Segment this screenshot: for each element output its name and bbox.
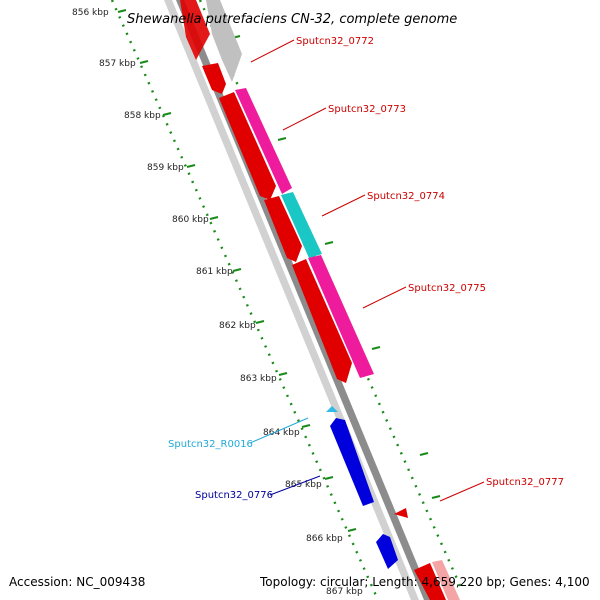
gene-sputcn32-0776-cds[interactable]	[330, 418, 374, 506]
tick-859	[186, 164, 196, 168]
tick-864	[301, 424, 311, 428]
tick-label: 858 kbp	[124, 111, 161, 121]
gene-label-sputcn32-0772[interactable]: Sputcn32_0772	[296, 36, 374, 47]
leader-0774	[321, 194, 366, 217]
gene-label-sputcn32-0775[interactable]: Sputcn32_0775	[408, 283, 486, 294]
tick-857	[139, 60, 149, 64]
tick-858	[162, 112, 172, 116]
tick-label: 856 kbp	[72, 8, 109, 18]
genome-backbone-shadow	[164, 0, 419, 600]
gene-label-sputcn32-0776[interactable]: Sputcn32_0776	[195, 490, 273, 501]
leader-0773	[282, 107, 327, 131]
tick-861	[232, 268, 242, 272]
gene-sputcn32-0772-cds[interactable]	[180, 0, 210, 60]
scale-ticks	[117, 9, 441, 532]
tick-label: 862 kbp	[219, 321, 256, 331]
gene-label-sputcn32-r0016[interactable]: Sputcn32_R0016	[168, 439, 253, 450]
genome-backbone	[176, 0, 432, 600]
scale-labels: 856 kbp 857 kbp 858 kbp 859 kbp 860 kbp …	[72, 8, 363, 597]
gc-track-inner	[110, 0, 380, 600]
tick-outer-e	[419, 452, 429, 456]
tick-outer-f	[431, 495, 441, 499]
tick-outer-d	[371, 346, 381, 350]
tick-label: 857 kbp	[99, 59, 136, 69]
tick-862	[255, 320, 265, 324]
leader-0772	[250, 39, 295, 63]
tick-866	[347, 528, 357, 532]
gene-sputcn32-0772-cog[interactable]	[206, 0, 242, 82]
gene-sputcn32-r0016-trna[interactable]	[326, 406, 338, 412]
tick-label: 865 kbp	[285, 480, 322, 490]
tick-label: 864 kbp	[263, 428, 300, 438]
gene-sputcn32-0772b-cds[interactable]	[202, 63, 226, 94]
gene-sputcn32-0777-cds[interactable]	[414, 563, 446, 600]
tick-outer-c	[324, 241, 334, 245]
gene-sputcn32-0775-cog[interactable]	[308, 255, 374, 378]
gene-sputcn32-0776b-cds[interactable]	[376, 534, 398, 569]
tick-label: 859 kbp	[147, 163, 184, 173]
gene-label-sputcn32-0773[interactable]: Sputcn32_0773	[328, 104, 406, 115]
tick-label: 863 kbp	[240, 374, 277, 384]
gene-sputcn32-0773-cog[interactable]	[235, 88, 292, 194]
tick-865	[324, 476, 334, 480]
genome-summary-text: Topology: circular; Length: 4,659,220 bp…	[259, 575, 590, 589]
tick-label: 866 kbp	[306, 534, 343, 544]
leader-0777	[439, 481, 485, 502]
tick-863	[278, 372, 288, 376]
leader-lines	[249, 39, 485, 502]
leader-r0016	[249, 417, 309, 444]
tick-label: 867 kbp	[326, 587, 363, 597]
gene-sputcn32-0777-marker[interactable]	[394, 508, 408, 518]
tick-856	[117, 9, 127, 13]
accession-text: Accession: NC_009438	[9, 575, 145, 589]
gene-sputcn32-0775-cds[interactable]	[292, 259, 352, 383]
gene-sputcn32-0774-cog[interactable]	[281, 192, 322, 258]
tick-label: 860 kbp	[172, 215, 209, 225]
leader-0776	[269, 475, 321, 496]
leader-0775	[362, 286, 407, 309]
gene-sputcn32-0777-cog[interactable]	[432, 560, 460, 600]
gene-label-sputcn32-0774[interactable]: Sputcn32_0774	[367, 191, 445, 202]
map-title: Shewanella putrefaciens CN-32, complete …	[127, 12, 457, 27]
gene-sputcn32-0774-cds[interactable]	[264, 196, 302, 262]
tick-outer-b	[277, 137, 287, 141]
gene-sputcn32-0773-cds[interactable]	[219, 92, 276, 200]
gene-label-sputcn32-0777[interactable]: Sputcn32_0777	[486, 477, 564, 488]
tick-860	[209, 216, 219, 220]
tick-label: 861 kbp	[196, 267, 233, 277]
